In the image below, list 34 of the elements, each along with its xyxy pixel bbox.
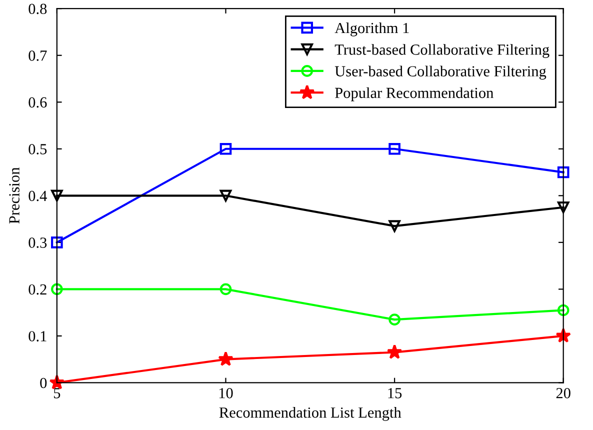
point bbox=[51, 283, 63, 296]
x-tick-label: 5 bbox=[54, 388, 60, 398]
point bbox=[51, 236, 63, 248]
x-tick-label: 20 bbox=[556, 388, 570, 398]
x-tick-label: 10 bbox=[219, 388, 233, 398]
y-tick-label: 0.4 bbox=[28, 190, 47, 202]
y-tick-label: 0.2 bbox=[28, 284, 46, 295]
point bbox=[386, 344, 402, 359]
y-tick-label: 0 bbox=[40, 378, 47, 388]
legend-label: Algorithm 1 bbox=[334, 22, 409, 36]
point bbox=[557, 166, 570, 178]
x-axis-title: Recommendation List Length bbox=[219, 406, 402, 421]
point bbox=[218, 351, 234, 366]
point bbox=[557, 304, 570, 316]
y-tick-label: 0.8 bbox=[28, 4, 47, 14]
point bbox=[388, 220, 400, 232]
point bbox=[556, 328, 571, 343]
point bbox=[220, 142, 232, 155]
point bbox=[220, 190, 232, 202]
y-tick-label: 0.1 bbox=[28, 331, 46, 342]
y-tick-label: 0.7 bbox=[28, 50, 47, 61]
y-tick-label: 0.3 bbox=[28, 238, 47, 248]
x-tick-label: 15 bbox=[388, 388, 402, 398]
y-axis-title: Precision bbox=[9, 167, 20, 224]
point bbox=[388, 314, 400, 326]
point bbox=[557, 201, 570, 214]
point bbox=[51, 190, 63, 202]
y-tick-label: 0.5 bbox=[28, 144, 47, 154]
legend-label: Trust-based Collaborative Filtering bbox=[334, 44, 550, 58]
legend-label: Popular Recommendation bbox=[335, 87, 494, 102]
y-tick-label: 0.6 bbox=[28, 97, 47, 108]
point bbox=[388, 142, 400, 155]
legend-label: User-based Collaborative Filtering bbox=[334, 66, 546, 80]
point bbox=[220, 283, 232, 296]
